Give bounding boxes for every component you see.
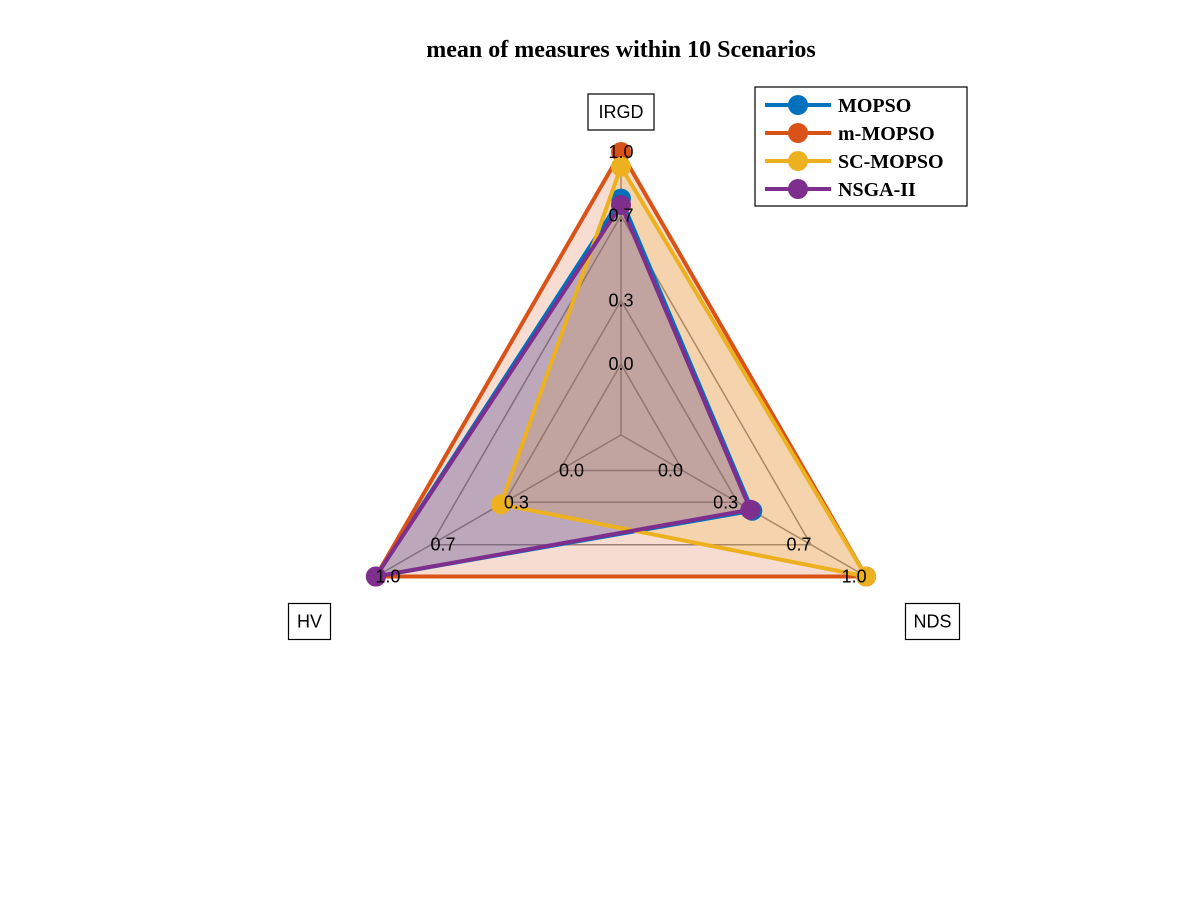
axis-label-nds: NDS xyxy=(904,602,961,641)
series-line-2 xyxy=(498,164,869,579)
legend-swatch-marker-3 xyxy=(788,179,808,199)
tick-label-2-1: 0.3 xyxy=(504,492,529,512)
tick-label-1-2: 0.7 xyxy=(786,535,811,555)
series-fills xyxy=(375,152,867,577)
axis-label-irgd: IRGD xyxy=(587,93,655,131)
tick-label-0-3: 1.0 xyxy=(608,142,633,162)
series-point-2-1 xyxy=(856,566,877,587)
series-fill-1 xyxy=(375,152,867,577)
tick-label-1-3: 1.0 xyxy=(842,567,867,587)
series-line-3 xyxy=(373,203,753,579)
series-point-2-2 xyxy=(490,494,511,515)
axis-label-text: NDS xyxy=(913,612,951,632)
grid-ring-2 xyxy=(429,214,813,546)
series-point-2-0 xyxy=(611,156,631,177)
tick-label-0-2: 0.7 xyxy=(608,206,633,226)
series-point-1-0 xyxy=(611,142,631,162)
legend-label-2: SC-MOPSO xyxy=(838,151,944,173)
tick-label-0-1: 0.3 xyxy=(608,290,633,310)
axis-label-text: HV xyxy=(297,612,322,632)
tick-label-0-0: 0.0 xyxy=(608,354,633,374)
legend-swatch-marker-0 xyxy=(788,95,808,115)
legend-label-1: m-MOPSO xyxy=(838,123,935,145)
legend-swatch-marker-1 xyxy=(788,123,808,143)
tick-label-1-1: 0.3 xyxy=(713,492,738,512)
series-lines xyxy=(365,142,877,587)
grid-ring-1 xyxy=(503,298,739,504)
axis-labels: IRGD NDS HV xyxy=(287,93,961,641)
series-point-3-0 xyxy=(611,195,631,215)
series-fill-2 xyxy=(500,166,867,577)
series-fill-3 xyxy=(375,205,751,577)
chart-title: mean of measures within 10 Scenarios xyxy=(426,37,816,63)
tick-label-2-2: 0.7 xyxy=(430,535,455,555)
series-point-3-2 xyxy=(365,566,386,587)
grid-ring-0 xyxy=(558,362,684,472)
axis-label-hv: HV xyxy=(287,602,332,641)
tick-label-1-0: 0.0 xyxy=(658,461,683,481)
tick-label-2-0: 0.0 xyxy=(559,461,584,481)
legend-label-3: NSGA-II xyxy=(838,179,916,201)
axis-label-box xyxy=(287,602,332,641)
series-line-1 xyxy=(373,150,869,579)
legend-label-0: MOPSO xyxy=(838,95,911,117)
tick-label-2-3: 1.0 xyxy=(375,567,400,587)
tick-labels: 0.0 0.0 0.0 0.3 0.3 0.3 0.7 0.7 0.7 1.0 1.0 1.0 xyxy=(375,142,866,587)
legend-swatch-marker-2 xyxy=(788,151,808,171)
axis-label-box xyxy=(587,93,655,131)
series-point-3-1 xyxy=(740,499,761,520)
legend: MOPSO m-MOPSO SC-MOPSO NSGA-II xyxy=(754,86,968,207)
axis-label-text: IRGD xyxy=(599,102,644,122)
axis-label-box xyxy=(904,602,961,641)
